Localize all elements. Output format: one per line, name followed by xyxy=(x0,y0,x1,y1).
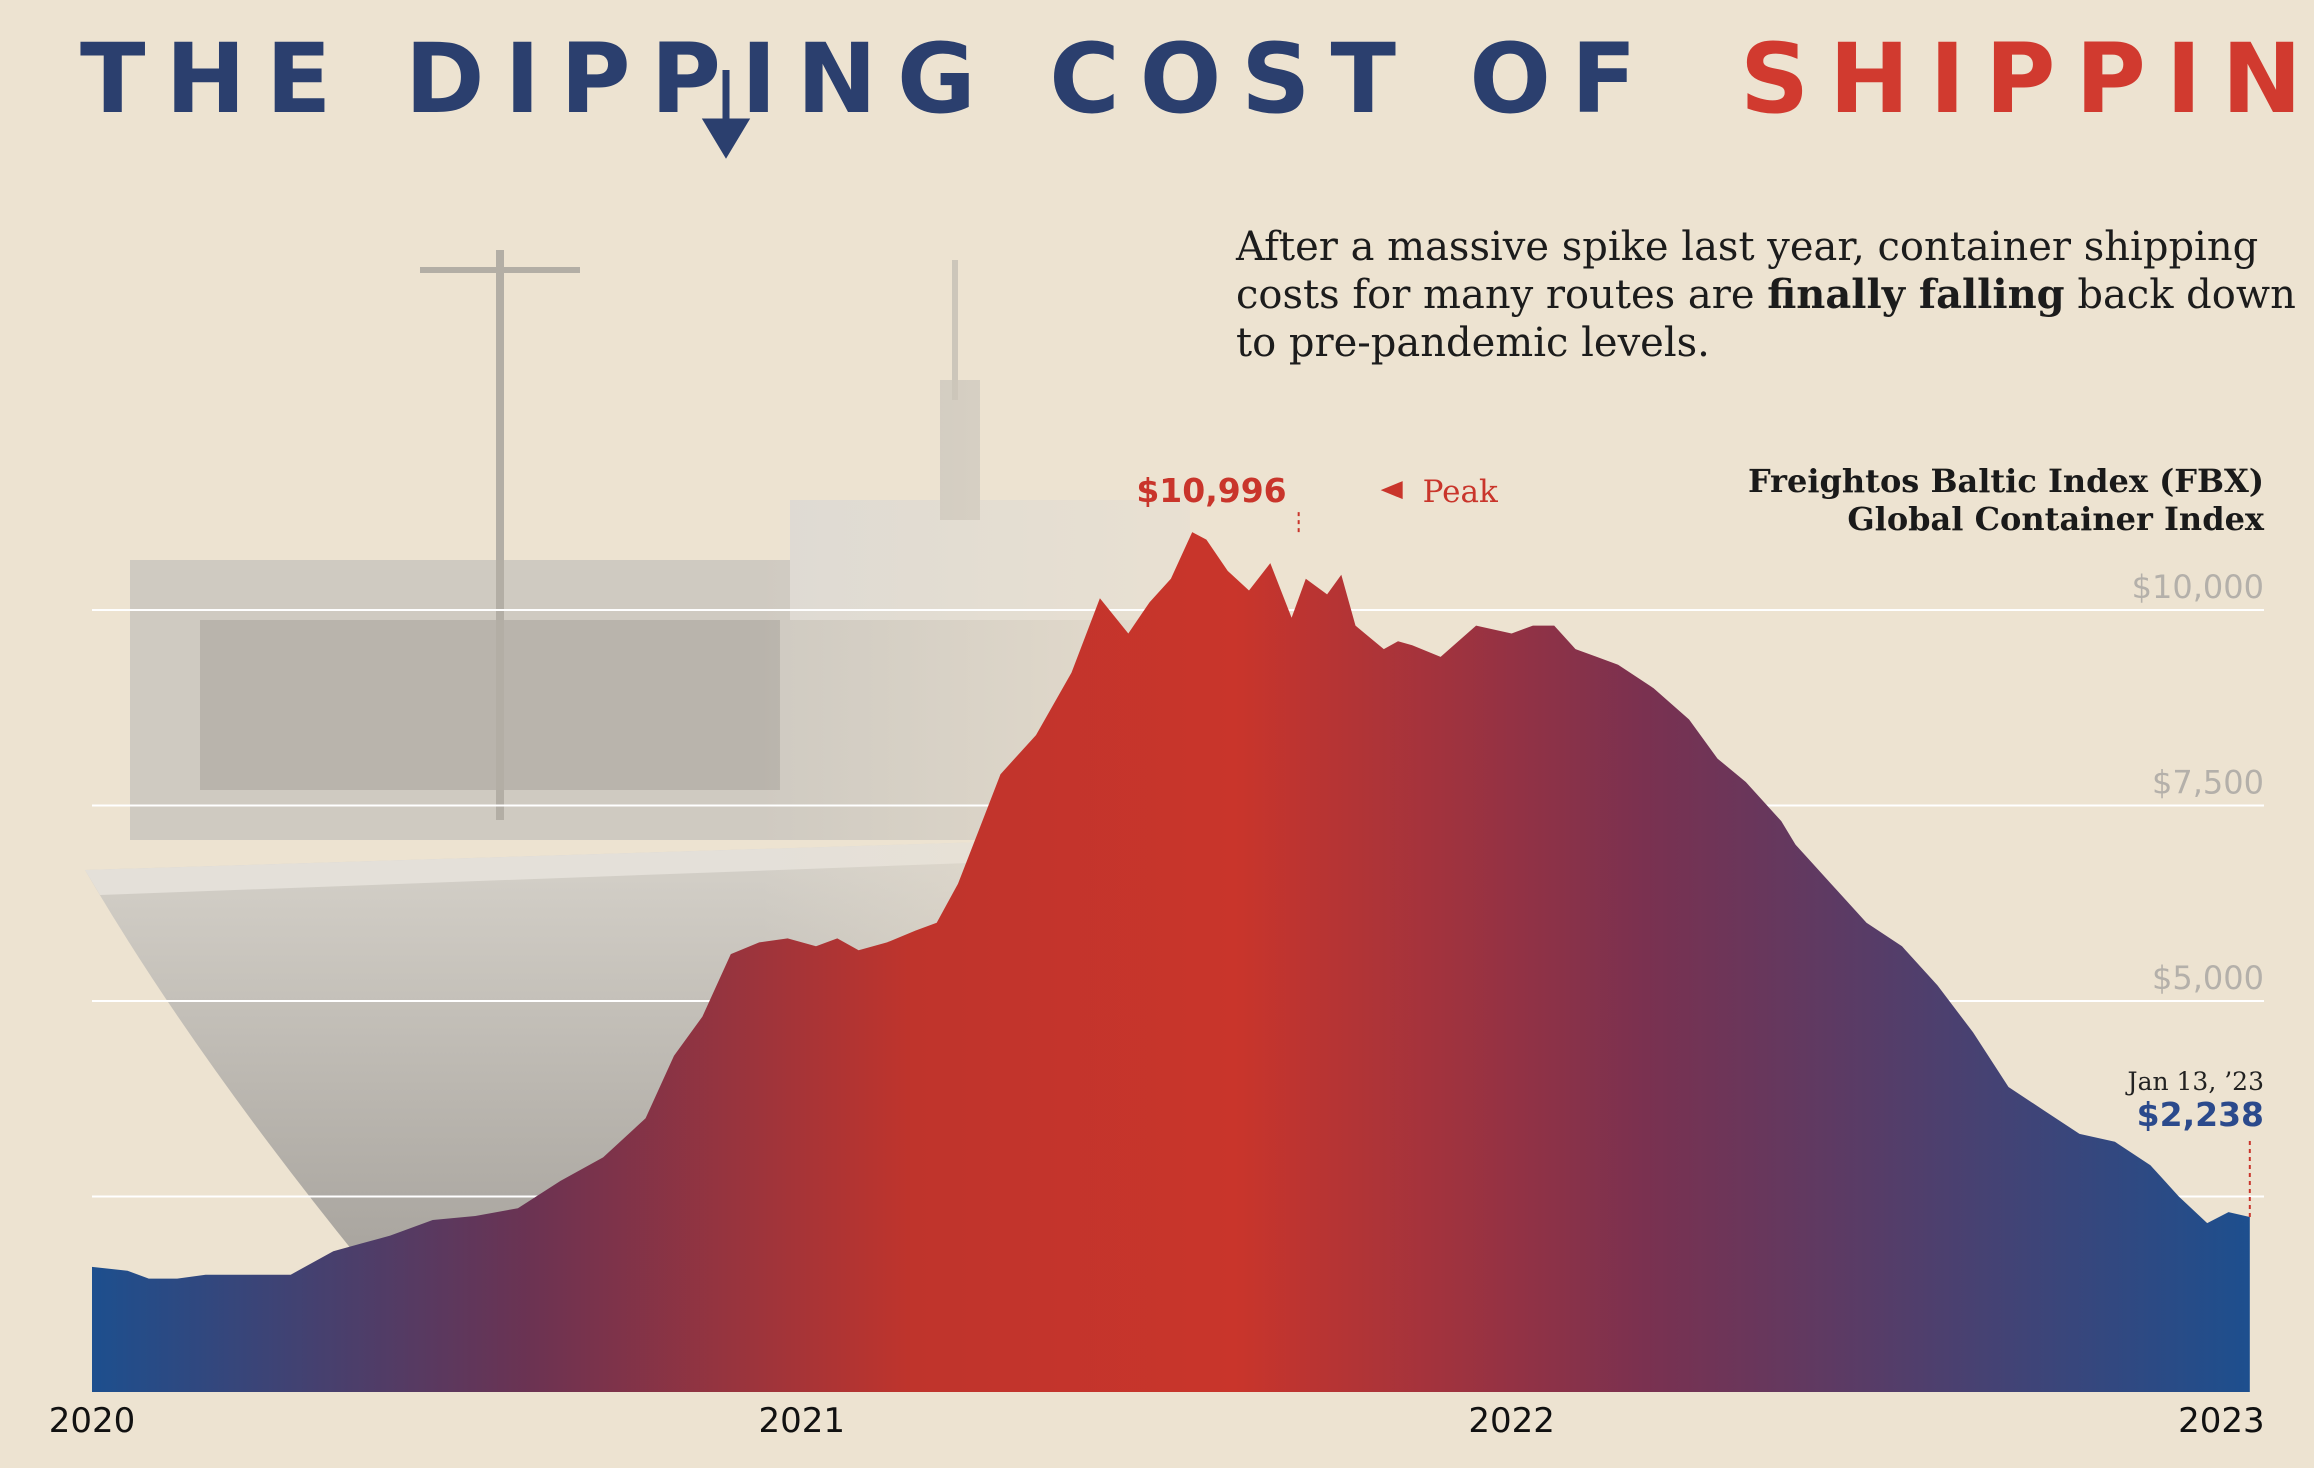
title-part-2: SHIPPING xyxy=(1740,23,2314,135)
y-tick-label-1: $7,500 xyxy=(2152,764,2264,802)
area-series xyxy=(92,532,2250,1392)
down-arrow-icon xyxy=(701,70,751,159)
last-date-label: Jan 13, ’23 xyxy=(2125,1067,2264,1096)
subtitle-line-3: to pre-pandemic levels. xyxy=(1236,320,1710,366)
x-tick-label-1: 2021 xyxy=(759,1401,846,1441)
x-tick-label-3: 2023 xyxy=(2178,1401,2265,1441)
last-value-label: $2,238 xyxy=(2137,1095,2264,1134)
chart-title: THE DIPPING COST OF SHIPPING xyxy=(80,23,2314,135)
subtitle-line-2-pre: costs for many routes are xyxy=(1236,272,1767,318)
subtitle-line-2: costs for many routes are finally fallin… xyxy=(1236,271,2296,318)
x-axis-ticks: 2020 2021 2022 2023 xyxy=(49,1401,2265,1441)
peak-label: Peak xyxy=(1423,474,1498,510)
subtitle-line-2-post: back down xyxy=(2065,272,2296,318)
y-tick-label-0: $10,000 xyxy=(2132,568,2264,606)
y-tick-label-2: $5,000 xyxy=(2152,959,2264,997)
legend-line-1: Freightos Baltic Index (FBX) xyxy=(1748,462,2264,500)
subtitle-line-1: After a massive spike last year, contain… xyxy=(1235,224,2258,270)
area-fill xyxy=(92,532,2250,1392)
y-axis-ticks: $10,000 $7,500 $5,000 xyxy=(2132,568,2264,997)
peak-value-label: $10,996 xyxy=(1136,471,1286,510)
subtitle: After a massive spike last year, contain… xyxy=(1235,224,2296,366)
legend-line-2: Global Container Index xyxy=(1847,500,2265,538)
subtitle-line-2-bold: finally falling xyxy=(1767,271,2064,318)
x-tick-label-2: 2022 xyxy=(1468,1401,1555,1441)
annotations: $10,996 Peak Jan 13, ’23$2,238 xyxy=(1136,471,2264,1217)
title-part-1: THE DIPPING COST OF xyxy=(80,23,1657,135)
x-tick-label-0: 2020 xyxy=(49,1401,136,1441)
peak-arrow-icon xyxy=(1380,481,1403,500)
